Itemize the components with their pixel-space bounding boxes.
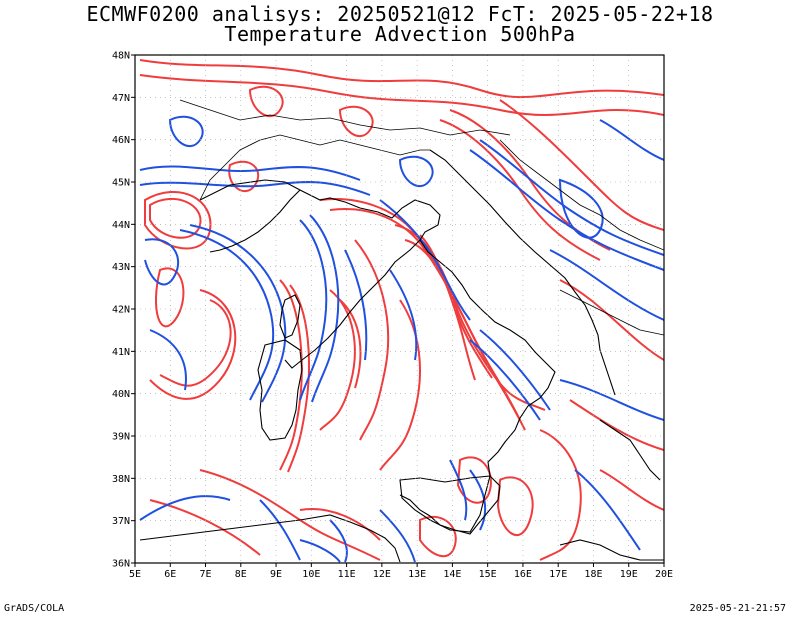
grid-layer [135, 55, 664, 563]
lat-tick-label: 46N [112, 135, 130, 146]
lat-tick-label: 44N [112, 220, 130, 231]
lon-tick-label: 8E [235, 569, 247, 580]
lon-tick-label: 15E [479, 569, 497, 580]
lon-tick-label: 18E [584, 569, 602, 580]
lat-axis: 48N 47N 46N 45N 44N 43N 42N 41N 40N 39N 38N 37N 36N [112, 51, 135, 570]
lon-tick-label: 7E [200, 569, 212, 580]
lat-tick-label: 45N [112, 178, 130, 189]
balkan-coastline [429, 149, 616, 396]
contour-layer [139, 59, 664, 563]
footer-software-label: GrADS/COLA [4, 603, 65, 614]
lon-tick-label: 10E [302, 569, 320, 580]
sardinia-coastline [257, 339, 303, 441]
lon-tick-label: 16E [514, 569, 532, 580]
lat-tick-label: 41N [112, 347, 130, 358]
lat-tick-label: 39N [112, 432, 130, 443]
map-subtitle: Temperature Advection 500hPa [224, 22, 576, 46]
lon-axis: 5E 6E 7E 8E 9E 10E 11E 12E 13E 14E 15E 16E 17E 18E 19E… [129, 563, 673, 580]
lon-tick-label: 12E [373, 569, 391, 580]
lon-tick-label: 13E [408, 569, 426, 580]
lon-tick-label: 20E [655, 569, 673, 580]
italy-coastline [199, 179, 556, 535]
plot-frame [134, 54, 665, 564]
lat-tick-label: 48N [112, 51, 130, 62]
lat-tick-label: 43N [112, 262, 130, 273]
lon-tick-label: 14E [443, 569, 461, 580]
coastline-layer [139, 99, 664, 563]
map-title: ECMWF0200 analisys: 20250521@12 FcT: 202… [86, 2, 714, 26]
lat-tick-label: 37N [112, 516, 130, 527]
lat-tick-label: 38N [112, 474, 130, 485]
lon-tick-label: 9E [270, 569, 282, 580]
lon-tick-label: 5E [129, 569, 141, 580]
lat-tick-label: 47N [112, 93, 130, 104]
lat-tick-label: 36N [112, 559, 130, 570]
lon-tick-label: 19E [620, 569, 638, 580]
lon-tick-label: 11E [338, 569, 356, 580]
footer-timestamp: 2025-05-21-21:57 [689, 603, 786, 614]
corsica-coastline [279, 294, 301, 339]
lat-tick-label: 42N [112, 305, 130, 316]
cold-contours [139, 115, 664, 563]
lat-tick-label: 40N [112, 389, 130, 400]
warm-contours [139, 59, 664, 561]
lon-tick-label: 17E [549, 569, 567, 580]
sicily-coastline [399, 475, 491, 533]
lon-tick-label: 6E [164, 569, 176, 580]
